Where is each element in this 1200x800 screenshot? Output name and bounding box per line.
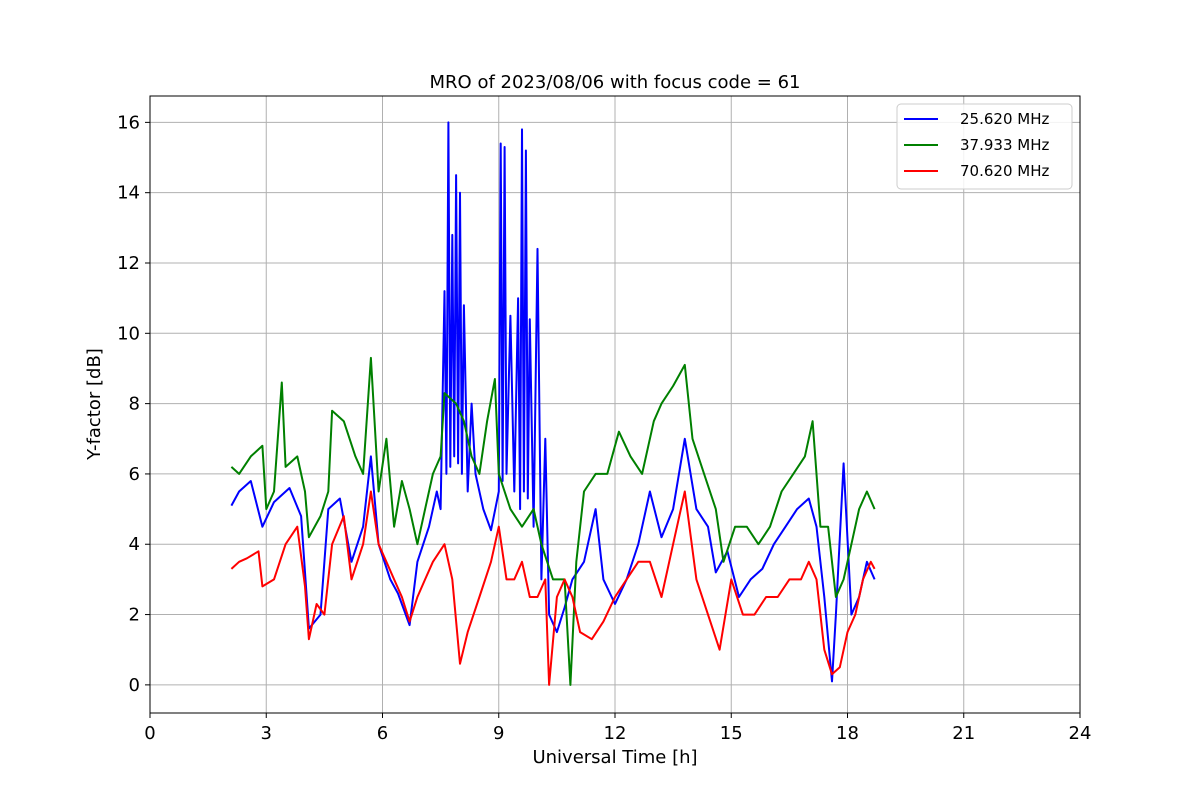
y-tick-label: 8	[129, 394, 140, 415]
legend: 25.620 MHz 37.933 MHz 70.620 MHz	[896, 103, 1073, 190]
x-tick-label: 21	[952, 723, 975, 744]
legend-items: 25.620 MHz 37.933 MHz 70.620 MHz	[904, 110, 1049, 180]
x-axis-label: Universal Time [h]	[532, 747, 697, 768]
chart-title: MRO of 2023/08/06 with focus code = 61	[430, 72, 801, 93]
legend-label-2: 70.620 MHz	[960, 162, 1049, 180]
series-layer	[230, 121, 876, 686]
x-tick-label: 12	[604, 723, 627, 744]
y-tick-label: 10	[117, 323, 140, 344]
legend-box	[896, 103, 1073, 190]
x-tick-label: 24	[1069, 723, 1092, 744]
x-tick-label: 9	[493, 723, 504, 744]
legend-label-0: 25.620 MHz	[960, 110, 1049, 128]
y-tick-label: 2	[129, 605, 140, 626]
x-tick-label: 0	[144, 723, 155, 744]
series-line-0	[230, 121, 876, 683]
x-tick-label: 15	[720, 723, 743, 744]
y-axis-label: Y-factor [dB]	[84, 348, 105, 461]
y-tick-label: 4	[129, 534, 140, 555]
x-tick-label: 3	[261, 723, 272, 744]
series-line-2	[230, 490, 876, 686]
y-tick-label: 14	[117, 183, 140, 204]
y-tick-label: 12	[117, 253, 140, 274]
legend-label-1: 37.933 MHz	[960, 136, 1049, 154]
x-tick-label: 6	[377, 723, 388, 744]
y-tick-label: 0	[129, 675, 140, 696]
y-tick-label: 6	[129, 464, 140, 485]
x-tick-label: 18	[836, 723, 859, 744]
y-tick-label: 16	[117, 112, 140, 133]
series-line-1	[230, 356, 876, 686]
